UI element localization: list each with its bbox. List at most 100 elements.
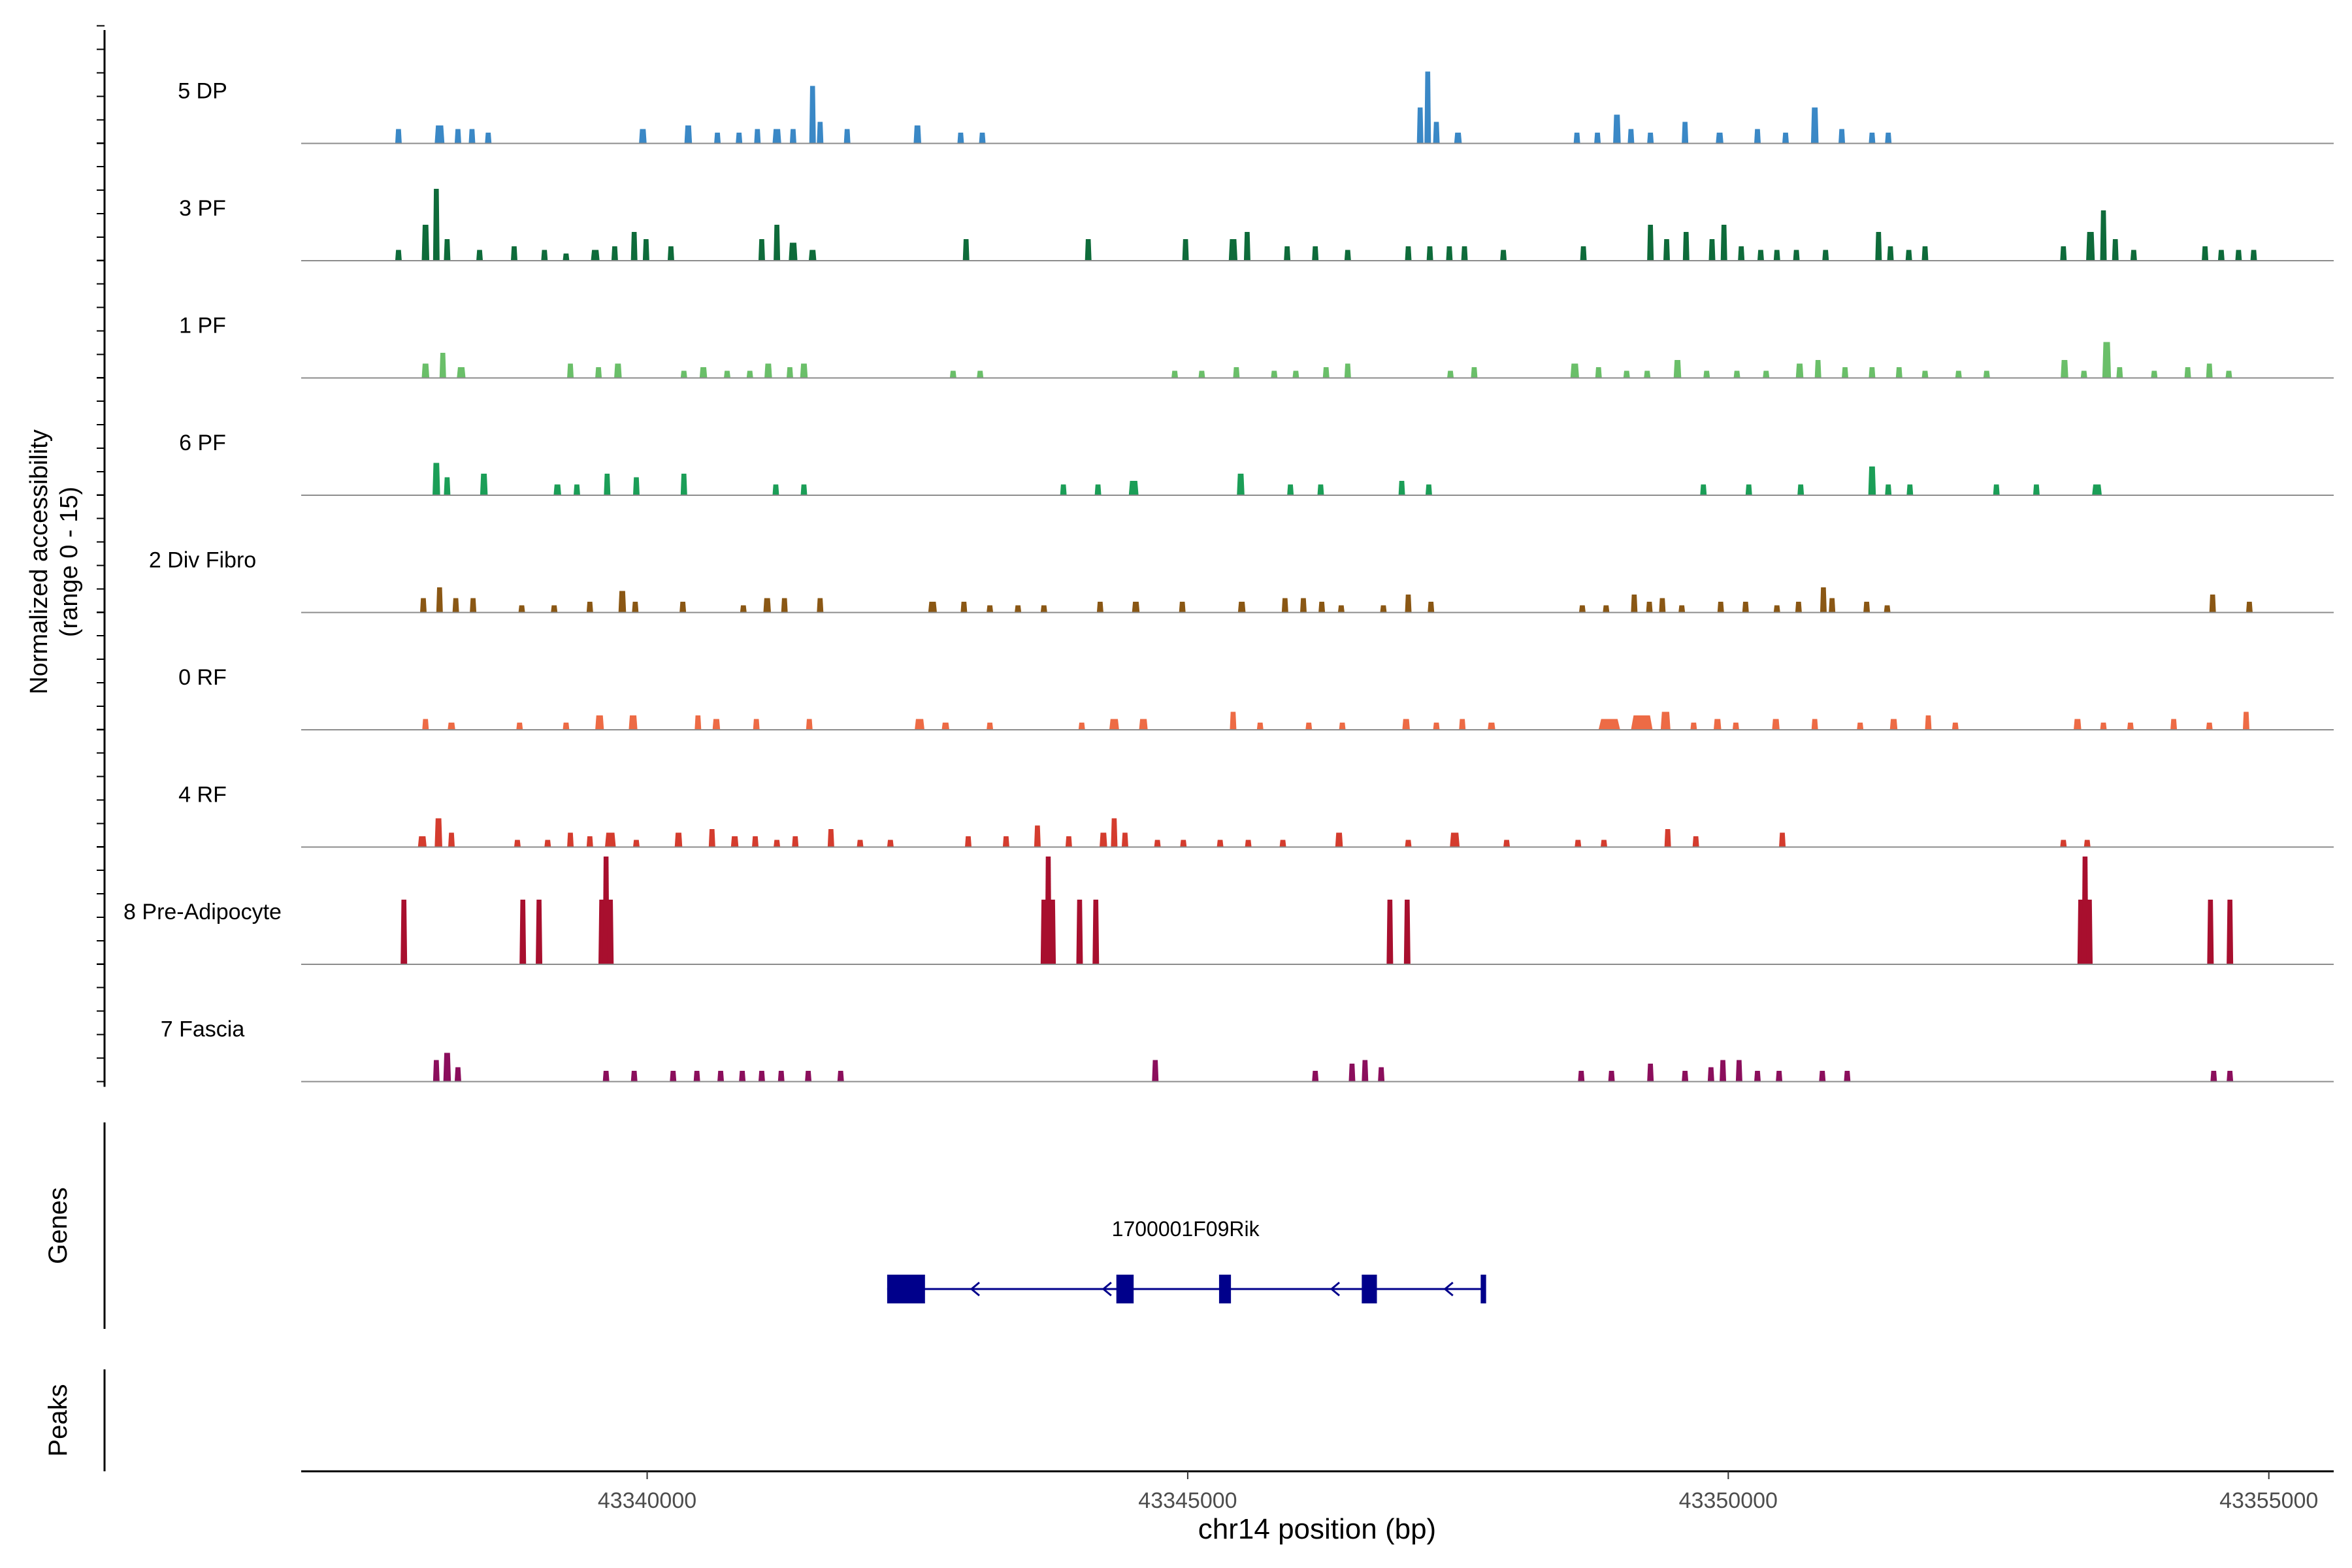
- coverage-peak: [1139, 719, 1148, 730]
- coverage-peak: [1573, 133, 1580, 144]
- coverage-peak: [1869, 133, 1876, 144]
- coverage-peak: [1720, 225, 1727, 261]
- coverage-peak: [1763, 370, 1770, 378]
- coverage-peak: [1613, 114, 1621, 144]
- coverage-peak: [1237, 474, 1245, 495]
- coverage-peak: [2060, 840, 2067, 847]
- coverage-peak: [480, 474, 488, 495]
- coverage-peak: [800, 363, 808, 378]
- coverage-peak: [476, 250, 483, 261]
- coverage-peak: [1700, 484, 1707, 495]
- y-axis-label-line1: Normalized accessibility: [25, 429, 53, 694]
- coverage-peak: [1895, 367, 1903, 378]
- track-label: 3 PF: [179, 196, 226, 221]
- coverage-peak: [1869, 367, 1876, 378]
- coverage-peak: [809, 86, 816, 144]
- coverage-peak: [1111, 818, 1118, 847]
- coverage-peak: [789, 129, 796, 144]
- coverage-peak: [1386, 900, 1394, 964]
- coverage-peak: [395, 250, 402, 261]
- coverage-peak: [1580, 246, 1587, 261]
- coverage-peak: [1983, 370, 1990, 378]
- coverage-peak: [1659, 598, 1666, 613]
- coverage-peak: [1344, 250, 1351, 261]
- coverage-peak: [1822, 250, 1829, 261]
- coverage-peak: [2102, 342, 2112, 378]
- coverage-peak: [1742, 602, 1749, 613]
- coverage-peak: [400, 900, 408, 964]
- coverage-peak: [1678, 605, 1686, 613]
- coverage-peak: [591, 250, 600, 261]
- coverage-peak: [1426, 246, 1433, 261]
- coverage-peak: [1450, 832, 1460, 847]
- coverage-peak: [1601, 840, 1608, 847]
- coverage-peak: [1454, 133, 1462, 144]
- coverage-peak: [1952, 723, 1959, 730]
- coverage-peak: [1820, 587, 1827, 613]
- coverage-peak: [1732, 723, 1739, 730]
- coverage-peak: [2086, 232, 2095, 261]
- gene-exon: [887, 1275, 925, 1303]
- coverage-peak: [595, 715, 604, 730]
- coverage-peak: [2061, 360, 2068, 378]
- coverage-peak: [772, 129, 781, 144]
- coverage-peak: [1092, 900, 1100, 964]
- coverage-peak: [1682, 122, 1689, 144]
- coverage-peak: [1868, 466, 1876, 495]
- coverage-peak: [1819, 1071, 1826, 1082]
- coverage-peak: [1230, 711, 1237, 730]
- coverage-peak: [928, 602, 938, 613]
- track-label: 1 PF: [179, 314, 226, 338]
- coverage-peak: [800, 484, 808, 495]
- strand-arrow-icon: [1443, 1281, 1454, 1297]
- coverage-peak: [764, 363, 772, 378]
- coverage-peak: [586, 602, 593, 613]
- coverage-peak: [1575, 840, 1582, 847]
- coverage-peak: [887, 840, 894, 847]
- coverage-peak: [979, 133, 986, 144]
- track-7-fascia: [301, 1053, 2334, 1083]
- coverage-peak: [1503, 840, 1511, 847]
- coverage-peak: [987, 605, 994, 613]
- coverage-peak: [977, 370, 984, 378]
- coverage-peak: [1754, 1071, 1761, 1082]
- coverage-peak: [1570, 363, 1579, 378]
- coverage-peak: [2217, 250, 2225, 261]
- coverage-peak: [1094, 484, 1102, 495]
- coverage-peak: [2227, 1071, 2234, 1082]
- coverage-peak: [2206, 723, 2213, 730]
- coverage-peak: [2242, 711, 2249, 730]
- y-axis: [97, 25, 106, 1087]
- coverage-peak: [1312, 1071, 1319, 1082]
- coverage-peak: [1772, 719, 1780, 730]
- coverage-peak: [1735, 1060, 1742, 1082]
- coverage-peak: [777, 1071, 785, 1082]
- coverage-peak: [630, 232, 638, 261]
- coverage-peak: [421, 363, 430, 378]
- coverage-peak: [2033, 484, 2040, 495]
- coverage-peak: [457, 367, 466, 378]
- coverage-peak: [632, 840, 640, 847]
- coverage-peak: [2080, 370, 2087, 378]
- coverage-peak: [436, 587, 443, 613]
- coverage-peak: [792, 836, 799, 847]
- coverage-peak: [1015, 605, 1022, 613]
- coverage-peak: [2130, 250, 2137, 261]
- gene-name: 1700001F09Rik: [1112, 1217, 1260, 1241]
- coverage-peak: [774, 840, 781, 847]
- coverage-peak: [1398, 481, 1405, 495]
- coverage-peak: [2086, 900, 2093, 964]
- coverage-peak: [604, 832, 616, 847]
- coverage-peak: [1428, 602, 1435, 613]
- coverage-peak: [1198, 370, 1205, 378]
- coverage-peak: [1040, 605, 1047, 613]
- coverage-peak: [1844, 1071, 1851, 1082]
- coverage-peak: [1716, 133, 1723, 144]
- coverage-peak: [684, 125, 693, 144]
- coverage-peak: [1180, 840, 1187, 847]
- coverage-peak: [2235, 250, 2242, 261]
- coverage-peak: [2210, 1071, 2217, 1082]
- coverage-peak: [1776, 1071, 1783, 1082]
- coverage-peak: [1284, 246, 1291, 261]
- coverage-peak: [1692, 836, 1699, 847]
